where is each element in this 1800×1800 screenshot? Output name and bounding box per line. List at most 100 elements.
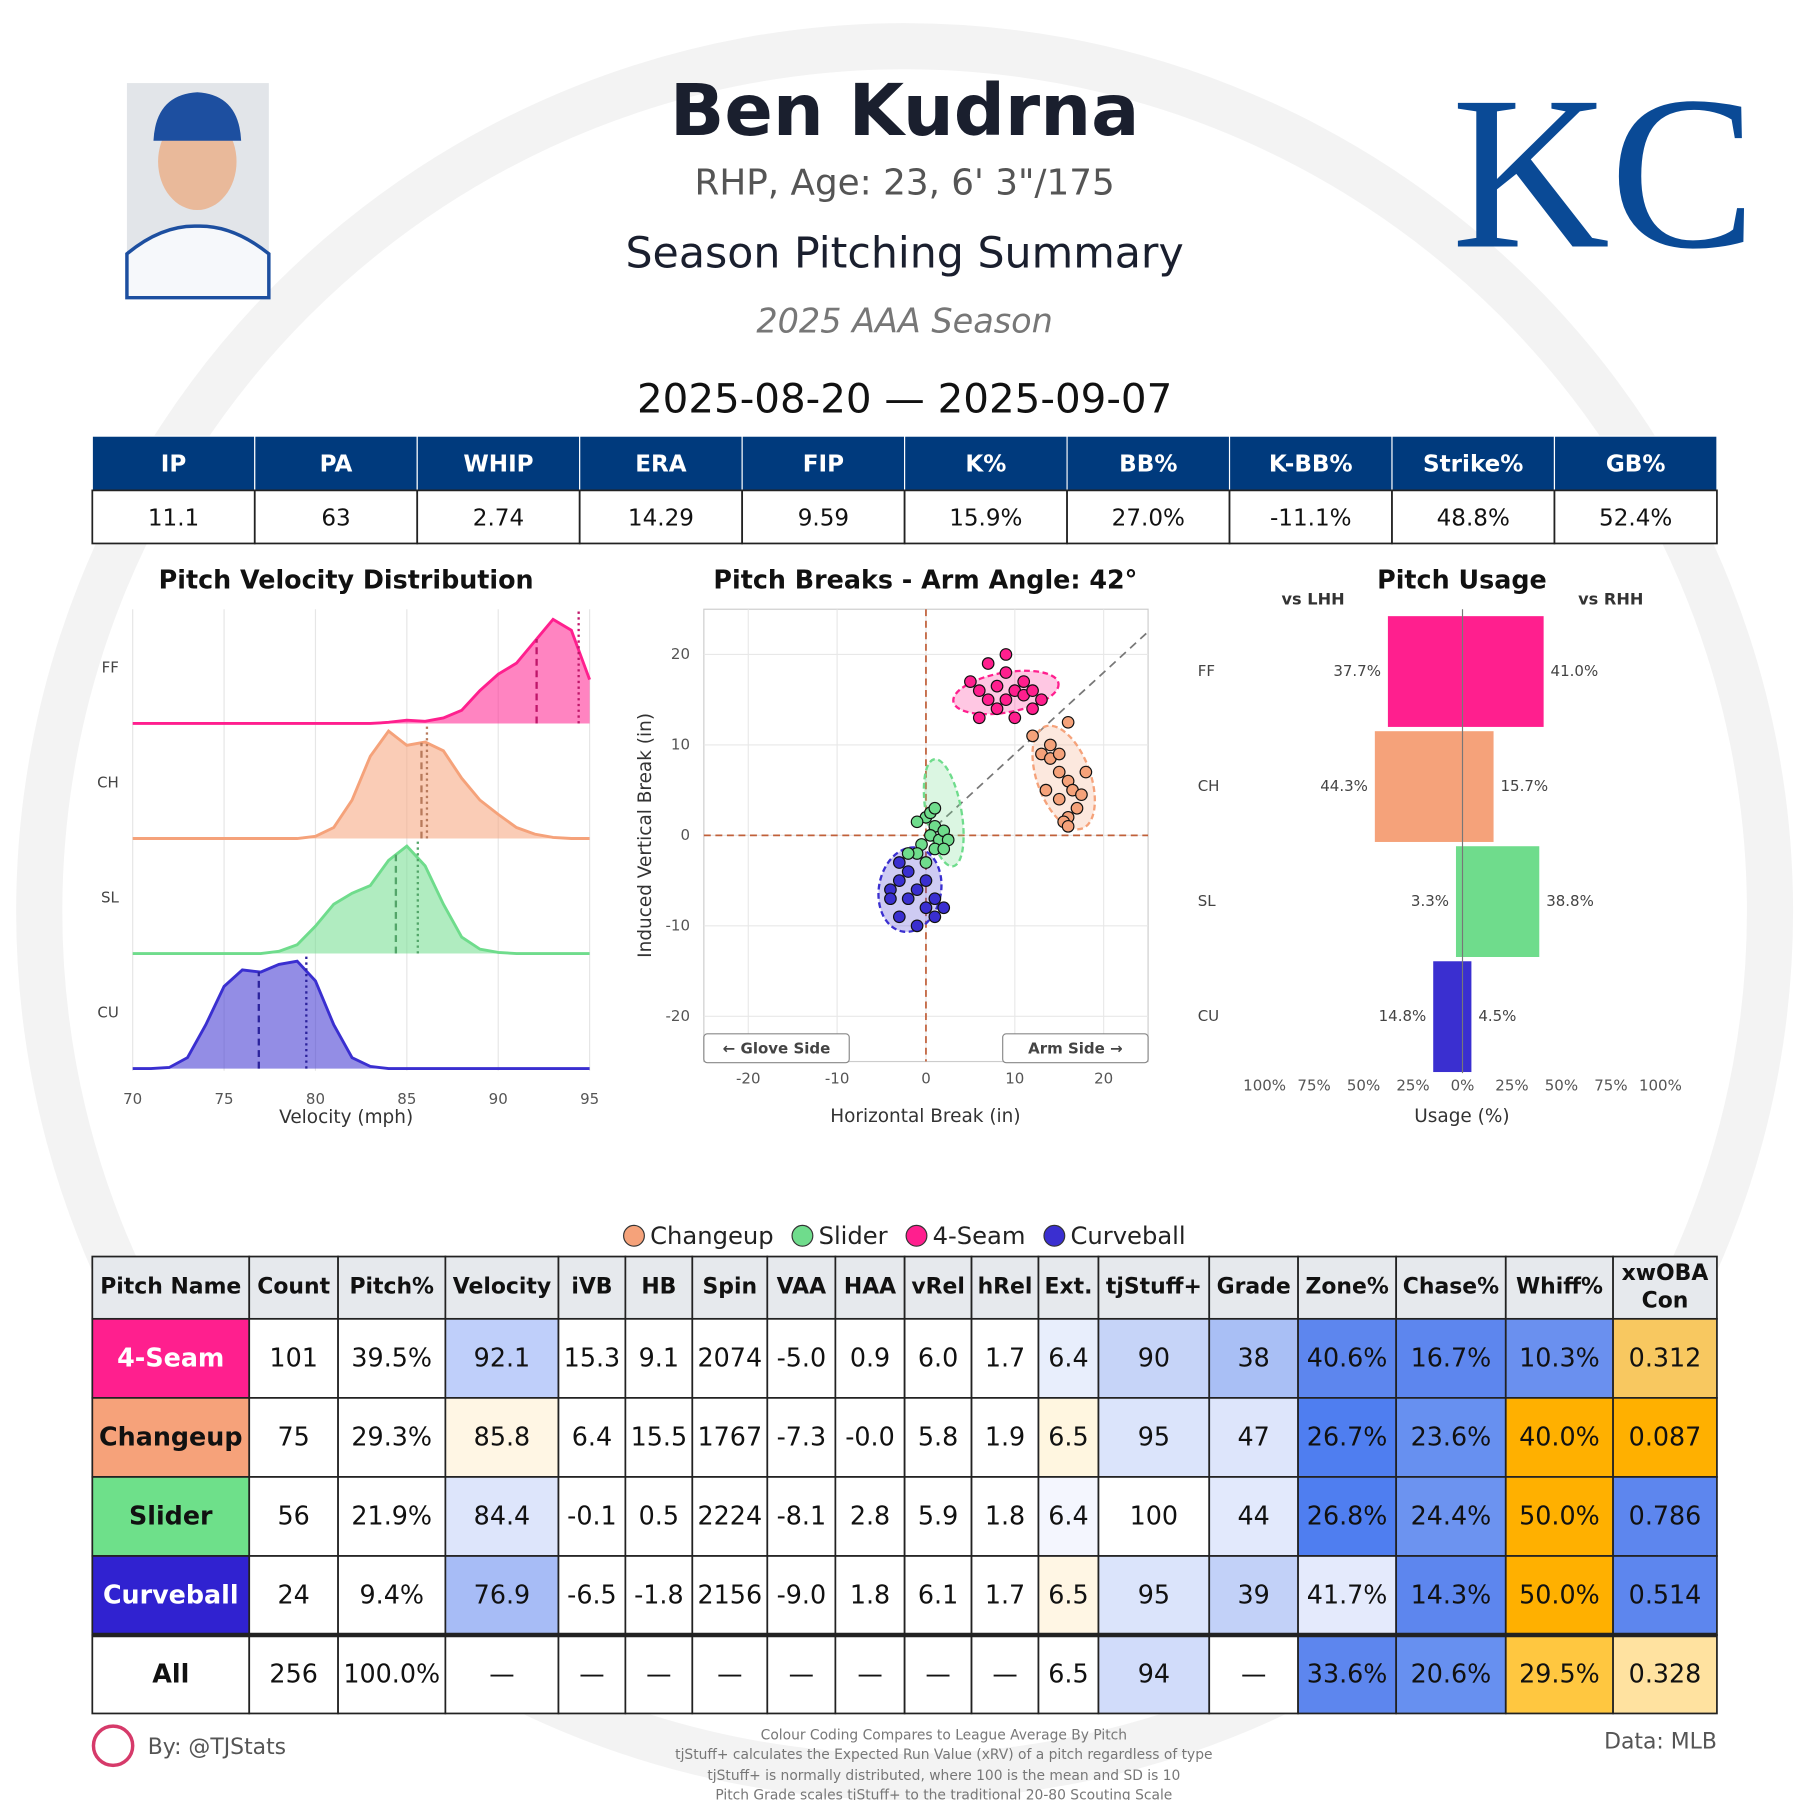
point <box>884 892 897 906</box>
y-tick-label: 10 <box>671 735 690 753</box>
table-header: Con <box>1642 1289 1689 1314</box>
table-header-cell <box>248 1255 339 1320</box>
point <box>1070 801 1084 815</box>
stats-header-cell <box>1391 435 1556 491</box>
chart-title: Pitch Breaks - Arm Angle: 42° <box>713 565 1137 595</box>
point <box>901 892 915 906</box>
stats-value: 2.74 <box>473 506 524 532</box>
point <box>1039 783 1053 797</box>
table-cell <box>970 1476 1040 1557</box>
table-cell <box>691 1634 769 1715</box>
table-header: tjStuff+ <box>1106 1275 1202 1300</box>
table-value: 0.514 <box>1629 1580 1702 1610</box>
table-header: Velocity <box>453 1275 551 1300</box>
table-value: 6.1 <box>918 1580 958 1610</box>
table-header: HB <box>641 1275 676 1300</box>
table-cell <box>1097 1555 1211 1636</box>
legend-marker <box>623 1224 645 1247</box>
y-tick-label: 20 <box>671 645 690 663</box>
point <box>901 865 915 878</box>
annotation-box <box>1002 1033 1149 1064</box>
table-value: — <box>789 1658 814 1688</box>
table-value: 6.4 <box>572 1422 612 1452</box>
table-cell <box>557 1317 627 1399</box>
table-value: 14.3% <box>1411 1580 1492 1610</box>
value-label: 41.0% <box>1551 662 1599 680</box>
density-line <box>132 617 591 725</box>
x-tick-label: 75 <box>215 1090 234 1108</box>
table-value: 95 <box>1138 1422 1170 1452</box>
annotation-box <box>703 1033 850 1064</box>
table-value: 24 <box>278 1580 310 1610</box>
stats-header: IP <box>161 452 186 478</box>
photo-jersey <box>125 224 271 300</box>
point <box>910 883 924 897</box>
table-value: 75 <box>278 1422 310 1452</box>
table-value: 29.3% <box>351 1422 432 1452</box>
table-value: 0.087 <box>1629 1422 1702 1452</box>
x-tick-label: 100% <box>1639 1076 1682 1094</box>
point <box>972 684 986 697</box>
point <box>910 919 924 933</box>
table-cell <box>1395 1555 1507 1636</box>
table-header: vRel <box>911 1275 965 1300</box>
table-value: 9.1 <box>639 1343 679 1373</box>
x-tick-label: 75% <box>1594 1076 1627 1094</box>
table-value: 92.1 <box>474 1343 531 1373</box>
table-header-cell <box>1612 1255 1718 1320</box>
stats-value: 9.59 <box>798 506 849 532</box>
table-cell <box>444 1476 560 1557</box>
player-name: Ben Kudrna <box>670 69 1140 152</box>
source: Data: MLB <box>1604 1729 1717 1754</box>
table-value: 40.0% <box>1519 1422 1600 1452</box>
stats-header-cell <box>1228 435 1393 491</box>
table-value: -6.5 <box>567 1580 617 1610</box>
legend-marker <box>1043 1224 1066 1247</box>
point <box>1026 729 1039 743</box>
x-tick-label: 100% <box>1243 1076 1286 1094</box>
table-cell <box>834 1397 906 1478</box>
point <box>892 874 906 887</box>
table-cell <box>1208 1397 1299 1478</box>
table-cell <box>1097 1397 1211 1478</box>
table-cell <box>624 1476 694 1557</box>
footer-note: Colour Coding Compares to League Average… <box>761 1727 1127 1743</box>
value-label: 3.3% <box>1411 892 1449 910</box>
point <box>1026 702 1039 716</box>
point <box>1026 684 1039 697</box>
table-value: 33.6% <box>1307 1658 1388 1688</box>
row-label: FF <box>102 659 119 677</box>
point <box>910 815 924 829</box>
density-line <box>132 729 590 840</box>
usage-bar <box>1462 846 1540 957</box>
table-value: 39 <box>1238 1580 1270 1610</box>
table-header: Grade <box>1217 1275 1291 1300</box>
stats-value: 15.9% <box>949 506 1022 532</box>
table-value: 100.0% <box>343 1658 440 1688</box>
side-label: vs RHH <box>1578 590 1643 609</box>
annotation: Arm Side → <box>1028 1039 1123 1057</box>
x-axis-label: Usage (%) <box>1414 1106 1509 1127</box>
table-value: 84.4 <box>474 1501 531 1531</box>
table-header-cell <box>766 1255 837 1320</box>
point <box>1035 693 1048 707</box>
legend-label: Curveball <box>1071 1222 1186 1250</box>
pitch-name: Slider <box>129 1501 213 1531</box>
table-cell <box>903 1555 973 1636</box>
stats-value: 11.1 <box>148 506 199 532</box>
value-label: 14.8% <box>1379 1007 1427 1025</box>
table-value: 23.6% <box>1411 1422 1492 1452</box>
table-header: Chase% <box>1403 1275 1499 1300</box>
usage-bar <box>1455 846 1463 957</box>
table-value: 6.0 <box>918 1343 958 1373</box>
table-cell <box>1504 1397 1614 1478</box>
table-value: 100 <box>1130 1501 1178 1531</box>
table-header-cell <box>903 1255 973 1320</box>
table-header-cell <box>1097 1255 1211 1320</box>
point <box>919 856 933 869</box>
table-value: 5.8 <box>918 1422 958 1452</box>
pitch-name: Curveball <box>103 1580 239 1610</box>
table-value: — <box>992 1658 1017 1688</box>
table-value: 26.7% <box>1307 1422 1388 1452</box>
